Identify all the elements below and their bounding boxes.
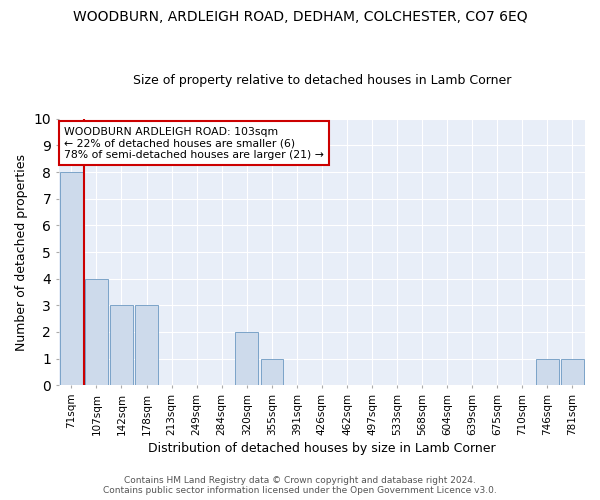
Title: Size of property relative to detached houses in Lamb Corner: Size of property relative to detached ho… (133, 74, 511, 87)
Bar (85, 278, 107, 386)
Bar (110, 306, 133, 386)
Text: Contains HM Land Registry data © Crown copyright and database right 2024.
Contai: Contains HM Land Registry data © Crown c… (103, 476, 497, 495)
Bar (260, 358, 283, 386)
Bar (235, 332, 258, 386)
Y-axis label: Number of detached properties: Number of detached properties (15, 154, 28, 350)
Bar (60, 172, 83, 386)
Bar (135, 306, 158, 386)
Text: WOODBURN, ARDLEIGH ROAD, DEDHAM, COLCHESTER, CO7 6EQ: WOODBURN, ARDLEIGH ROAD, DEDHAM, COLCHES… (73, 10, 527, 24)
Bar (561, 358, 584, 386)
X-axis label: Distribution of detached houses by size in Lamb Corner: Distribution of detached houses by size … (148, 442, 496, 455)
Text: WOODBURN ARDLEIGH ROAD: 103sqm
← 22% of detached houses are smaller (6)
78% of s: WOODBURN ARDLEIGH ROAD: 103sqm ← 22% of … (64, 126, 324, 160)
Bar (536, 358, 559, 386)
